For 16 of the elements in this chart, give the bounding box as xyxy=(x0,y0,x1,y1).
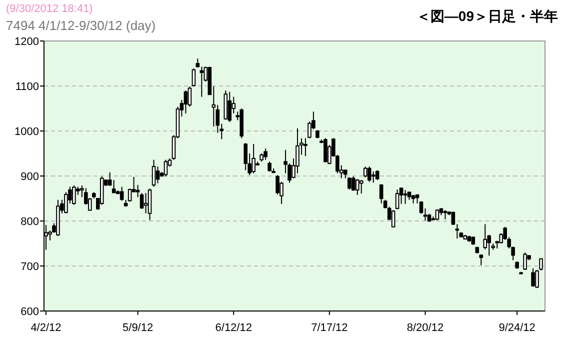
y-tick-label: 1000 xyxy=(14,126,39,138)
chart-title: 7494 4/1/12-9/30/12 (day) xyxy=(6,18,156,33)
x-tick-label: 7/17/12 xyxy=(311,322,348,334)
y-tick-label: 1100 xyxy=(15,81,39,93)
x-tick-label: 5/9/12 xyxy=(122,322,154,334)
y-tick-label: 900 xyxy=(20,171,39,183)
x-tick-label: 9/24/12 xyxy=(498,322,536,334)
chart-subtitle: ＜図—09＞日足・半年 xyxy=(416,8,558,24)
x-tick-label: 8/20/12 xyxy=(406,322,444,334)
y-tick-label: 800 xyxy=(20,216,39,228)
y-tick-label: 1200 xyxy=(14,36,39,48)
text: (9/30/2012 18:41) xyxy=(6,3,93,15)
x-tick-label: 6/12/12 xyxy=(215,322,252,334)
y-tick-label: 700 xyxy=(20,261,39,273)
y-tick-label: 600 xyxy=(20,306,39,318)
x-tick-label: 4/2/12 xyxy=(30,322,62,334)
